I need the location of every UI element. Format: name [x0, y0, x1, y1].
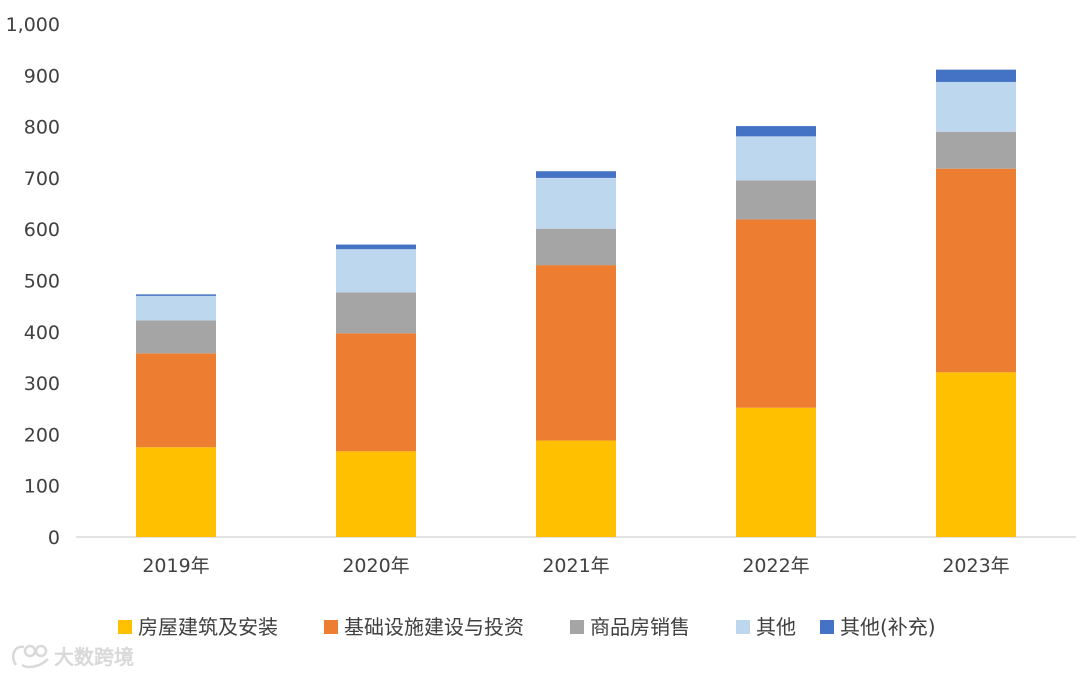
y-tick-label: 200	[24, 424, 60, 446]
x-tick-label: 2022年	[742, 555, 809, 577]
bar-segment	[536, 265, 616, 441]
bar-segment	[936, 131, 1016, 169]
bars	[136, 69, 1016, 537]
y-tick-label: 300	[24, 373, 60, 395]
legend-label: 房屋建筑及安装	[138, 615, 278, 639]
bar-segment	[936, 168, 1016, 373]
y-tick-label: 800	[24, 117, 60, 139]
legend-label: 基础设施建设与投资	[344, 615, 524, 639]
legend-item: 其他(补充)	[820, 615, 936, 639]
bar-segment	[136, 447, 216, 537]
watermark-logo-icon	[12, 644, 49, 669]
bar-segment	[736, 136, 816, 181]
bar-segment	[136, 294, 216, 296]
bar-segment	[736, 180, 816, 220]
bar-segment	[336, 333, 416, 452]
y-tick-label: 100	[24, 476, 60, 498]
bar-segment	[536, 440, 616, 537]
legend-item: 房屋建筑及安装	[118, 615, 278, 639]
bar-segment	[536, 171, 616, 178]
x-axis-category-labels: 2019年 2020年 2021年 2022年 2023年	[142, 555, 1009, 577]
legend-swatch	[570, 620, 584, 634]
bar-segment	[136, 320, 216, 354]
y-tick-label: 700	[24, 168, 60, 190]
bar-segment	[336, 451, 416, 537]
x-tick-label: 2021年	[542, 555, 609, 577]
y-tick-label: 1,000	[6, 14, 60, 36]
legend-label: 商品房销售	[590, 615, 690, 639]
bar-segment	[336, 249, 416, 293]
bar-segment	[736, 407, 816, 537]
y-tick-label: 900	[24, 65, 60, 87]
legend-swatch	[324, 620, 338, 634]
x-tick-label: 2023年	[942, 555, 1009, 577]
bar-segment	[136, 295, 216, 321]
y-tick-label: 400	[24, 322, 60, 344]
y-tick-label: 600	[24, 219, 60, 241]
legend-item: 其他	[736, 615, 796, 639]
bar-segment	[136, 353, 216, 448]
bar-segment	[536, 228, 616, 266]
bar-segment	[936, 372, 1016, 537]
legend-swatch	[736, 620, 750, 634]
bar-segment	[536, 177, 616, 229]
bar-segment	[736, 126, 816, 137]
bar-segment	[336, 244, 416, 250]
bar-segment	[336, 292, 416, 334]
legend-swatch	[118, 620, 132, 634]
watermark: 大数跨境	[12, 644, 134, 669]
y-tick-label: 0	[48, 527, 60, 549]
x-tick-label: 2020年	[342, 555, 409, 577]
legend: 房屋建筑及安装 基础设施建设与投资 商品房销售 其他 其他(补充)	[118, 615, 936, 639]
y-axis-tick-labels: 0 100 200 300 400 500 600 700 800 900 1,000	[6, 14, 60, 549]
legend-label: 其他	[756, 615, 796, 639]
bar-segment	[936, 69, 1016, 82]
x-tick-label: 2019年	[142, 555, 209, 577]
legend-item: 基础设施建设与投资	[324, 615, 524, 639]
legend-item: 商品房销售	[570, 615, 690, 639]
legend-label: 其他(补充)	[840, 615, 936, 639]
bar-segment	[936, 81, 1016, 132]
watermark-text: 大数跨境	[54, 645, 134, 669]
bar-segment	[736, 219, 816, 408]
y-tick-label: 500	[24, 271, 60, 293]
legend-swatch	[820, 620, 834, 634]
